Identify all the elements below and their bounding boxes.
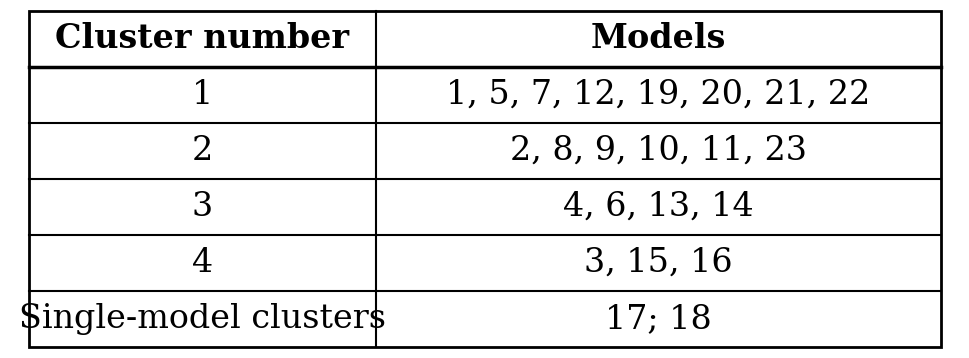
Text: 4, 6, 13, 14: 4, 6, 13, 14 bbox=[562, 191, 753, 223]
Text: 17; 18: 17; 18 bbox=[605, 303, 711, 335]
Text: 3, 15, 16: 3, 15, 16 bbox=[583, 247, 732, 279]
Text: 4: 4 bbox=[192, 247, 212, 279]
Text: Models: Models bbox=[590, 22, 725, 55]
Text: 2: 2 bbox=[192, 135, 213, 167]
Text: 1: 1 bbox=[192, 79, 213, 111]
Text: 3: 3 bbox=[192, 191, 213, 223]
Text: Single-model clusters: Single-model clusters bbox=[18, 303, 386, 335]
Text: Cluster number: Cluster number bbox=[55, 22, 349, 55]
Text: 1, 5, 7, 12, 19, 20, 21, 22: 1, 5, 7, 12, 19, 20, 21, 22 bbox=[446, 79, 869, 111]
Text: 2, 8, 9, 10, 11, 23: 2, 8, 9, 10, 11, 23 bbox=[510, 135, 806, 167]
